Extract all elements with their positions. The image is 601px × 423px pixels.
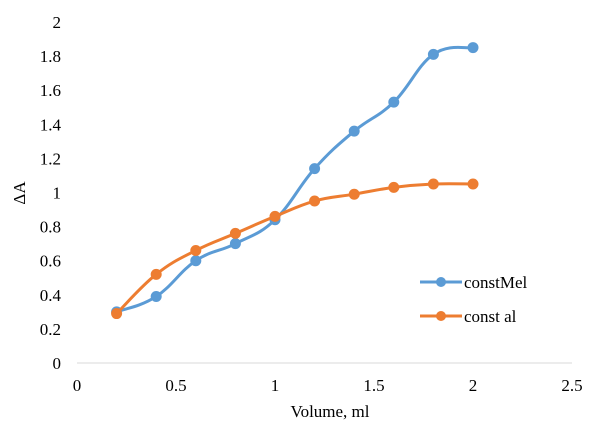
y-tick-label: 0.8 — [40, 218, 61, 237]
x-tick-label: 2 — [469, 376, 478, 395]
data-point — [388, 96, 400, 108]
x-tick-label: 1.5 — [363, 376, 384, 395]
legend-label: const al — [464, 307, 517, 326]
x-tick-label: 0 — [73, 376, 82, 395]
x-axis-label: Volume, ml — [290, 402, 369, 421]
x-tick-label: 1 — [271, 376, 280, 395]
legend-label: constMel — [464, 273, 528, 292]
series-line — [115, 182, 475, 316]
x-tick-labels: 0 0.5 1 1.5 2 2.5 — [73, 376, 583, 395]
series-2 — [111, 178, 479, 320]
y-tick-label: 0 — [53, 354, 62, 373]
series-1 — [111, 42, 479, 318]
y-axis-label: ΔA — [10, 181, 29, 205]
data-point — [150, 268, 162, 280]
data-point — [269, 210, 281, 222]
data-point — [348, 188, 360, 200]
data-point — [348, 125, 360, 137]
x-tick-label: 0.5 — [165, 376, 186, 395]
y-tick-label: 1.4 — [40, 115, 62, 134]
data-point — [150, 291, 162, 303]
legend: constMel const al — [420, 273, 528, 326]
y-tick-label: 0.2 — [40, 320, 61, 339]
data-point — [190, 255, 202, 267]
legend-marker — [436, 277, 446, 287]
data-point — [309, 163, 321, 175]
data-point — [229, 227, 241, 239]
data-point — [427, 48, 439, 60]
y-tick-labels: 0 0.2 0.4 0.6 0.8 1 1.2 1.4 1.6 1.8 2 — [40, 13, 62, 373]
series-layer — [111, 42, 479, 320]
y-tick-label: 1 — [53, 184, 62, 203]
x-tick-label: 2.5 — [561, 376, 582, 395]
data-point — [111, 308, 123, 320]
y-tick-label: 0.4 — [40, 286, 62, 305]
data-point — [309, 195, 321, 207]
data-point — [427, 178, 439, 190]
y-tick-label: 1.2 — [40, 149, 61, 168]
legend-item: constMel — [420, 273, 528, 292]
y-tick-label: 0.6 — [40, 252, 61, 271]
series-line — [115, 45, 475, 314]
data-point — [190, 244, 202, 256]
data-point — [388, 181, 400, 193]
legend-marker — [436, 311, 446, 321]
y-tick-label: 1.6 — [40, 81, 61, 100]
y-tick-label: 2 — [53, 13, 62, 32]
legend-item: const al — [420, 307, 517, 326]
data-point — [229, 238, 241, 250]
data-point — [467, 178, 479, 190]
data-point — [467, 42, 479, 54]
y-tick-label: 1.8 — [40, 47, 61, 66]
